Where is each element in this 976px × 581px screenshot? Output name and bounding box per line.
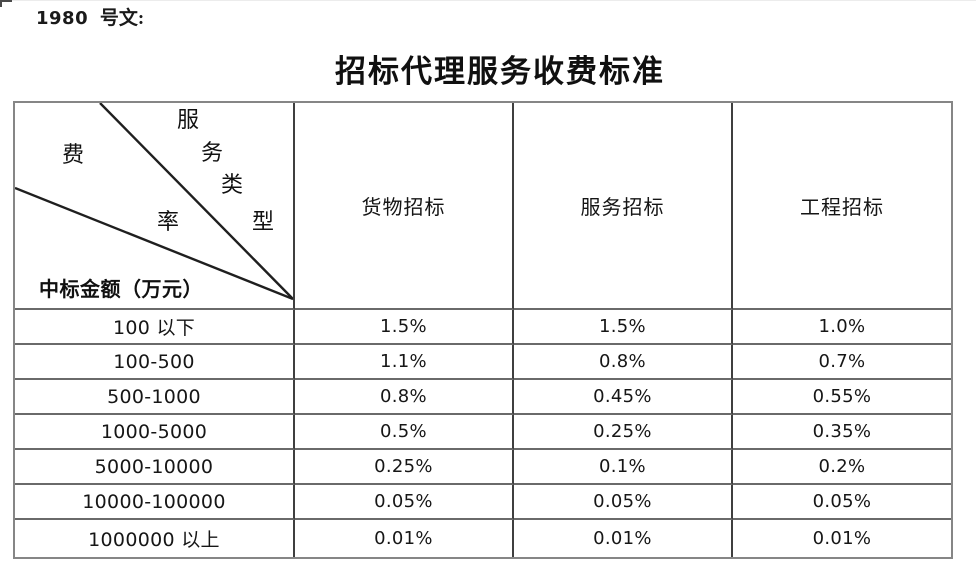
fee-value: 0.01%: [295, 520, 514, 557]
diagonal-lines: [15, 103, 293, 301]
corner-label-service-char: 型: [252, 209, 275, 234]
corner-label-fee-char: 率: [157, 209, 180, 234]
fee-value: 0.55%: [733, 380, 951, 415]
doc-number-label: 号文:: [99, 8, 145, 29]
corner-label-service-char: 服: [177, 107, 200, 132]
fee-value: 0.05%: [733, 485, 951, 520]
row-range-label: 10000-100000: [15, 485, 295, 520]
scan-artifact: [0, 0, 2, 7]
scan-artifact: [0, 0, 12, 2]
fee-value: 0.7%: [733, 345, 951, 380]
row-range-label: 500-1000: [15, 380, 295, 415]
page-edge-line: [0, 0, 976, 1]
page-title: 招标代理服务收费标准: [335, 54, 665, 89]
fee-value: 0.35%: [733, 415, 951, 450]
doc-number: 1980: [36, 8, 89, 29]
fee-value: 0.05%: [514, 485, 733, 520]
column-header-goods: 货物招标: [295, 103, 514, 310]
corner-label-service-char: 务: [201, 140, 224, 165]
fee-value: 1.5%: [295, 310, 514, 345]
column-header-service: 服务招标: [514, 103, 733, 310]
row-range-label: 100-500: [15, 345, 295, 380]
column-header-project: 工程招标: [733, 103, 951, 310]
fee-value: 0.2%: [733, 450, 951, 485]
row-range-label: 1000000 以上: [15, 520, 295, 557]
row-range-label: 1000-5000: [15, 415, 295, 450]
fee-value: 0.05%: [295, 485, 514, 520]
fee-value: 1.0%: [733, 310, 951, 345]
row-range-label: 100 以下: [15, 310, 295, 345]
fee-value: 0.5%: [295, 415, 514, 450]
fee-value: 0.45%: [514, 380, 733, 415]
corner-label-service-char: 类: [221, 172, 244, 197]
fee-value: 0.01%: [514, 520, 733, 557]
corner-amount-label: 中标金额（万元）: [39, 279, 203, 301]
diagonal-header-cell: 服 务 类 型 费 率 中标金额（万元）: [15, 103, 295, 310]
fee-value: 1.5%: [514, 310, 733, 345]
fee-value: 0.01%: [812, 528, 872, 549]
fee-value: 0.25%: [295, 450, 514, 485]
fee-value: 1.1%: [295, 345, 514, 380]
doc-reference: 1980 号文:: [36, 6, 144, 32]
fee-value: 0.8%: [514, 345, 733, 380]
corner-label-fee-char: 费: [62, 142, 85, 167]
row-range-label: 5000-10000: [15, 450, 295, 485]
fee-standard-table: 服 务 类 型 费 率 中标金额（万元） 货物招标 服务招标 工程招标 100 …: [13, 101, 953, 559]
fee-value: 0.1%: [514, 450, 733, 485]
fee-value: 0.25%: [514, 415, 733, 450]
fee-value: 0.8%: [295, 380, 514, 415]
